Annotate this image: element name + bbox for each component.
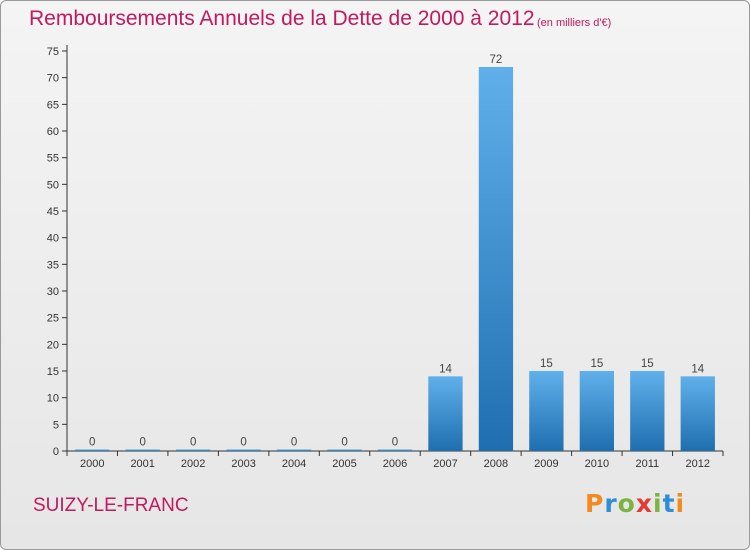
proxiti-logo[interactable]: Proxiti: [585, 489, 685, 518]
x-tick-label: 2005: [332, 458, 356, 470]
data-label: 0: [341, 437, 347, 449]
logo-letter: i: [653, 489, 663, 518]
bar: [478, 67, 514, 451]
logo-letter: t: [662, 489, 676, 518]
y-tick-label: 35: [47, 259, 59, 271]
y-tick-label: 0: [53, 446, 59, 458]
y-tick-label: 75: [47, 46, 59, 58]
bar: [226, 449, 261, 451]
x-tick-label: 2003: [231, 458, 255, 470]
chart-title: Remboursements Annuels de la Dette de 20…: [29, 7, 535, 30]
x-tick-label: 2002: [181, 458, 205, 470]
y-tick-label: 50: [47, 179, 59, 191]
bar: [175, 449, 211, 451]
y-tick-label: 20: [47, 339, 59, 351]
bar: [125, 449, 160, 451]
x-tick-label: 2000: [80, 458, 104, 470]
bar: [428, 376, 463, 451]
data-label: 15: [540, 358, 553, 370]
data-label: 0: [190, 437, 196, 449]
y-tick-label: 70: [47, 73, 59, 85]
logo-letter: x: [635, 489, 653, 518]
x-tick-label: 2001: [130, 458, 154, 470]
y-tick-label: 65: [47, 99, 59, 111]
y-tick-label: 25: [47, 313, 59, 325]
bar: [680, 376, 715, 451]
bar: [75, 449, 110, 451]
x-tick-label: 2007: [433, 458, 457, 470]
bar: [630, 371, 665, 451]
bar: [327, 449, 362, 451]
logo-letter: o: [617, 489, 636, 518]
x-tick-label: 2010: [585, 458, 609, 470]
data-label: 14: [691, 363, 704, 375]
x-tick-label: 2011: [635, 458, 659, 470]
data-label: 0: [240, 437, 246, 449]
y-tick-label: 60: [47, 126, 59, 138]
data-label: 0: [291, 437, 297, 449]
y-tick-label: 40: [47, 233, 59, 245]
logo-letter: P: [585, 489, 605, 518]
data-label: 14: [439, 363, 452, 375]
data-label: 15: [590, 358, 603, 370]
y-tick-label: 30: [47, 286, 59, 298]
data-label: 0: [392, 437, 398, 449]
commune-name: SUIZY-LE-FRANC: [33, 495, 189, 516]
data-label: 0: [89, 437, 95, 449]
y-tick-label: 5: [53, 419, 59, 431]
x-tick-label: 2008: [484, 458, 508, 470]
x-tick-label: 2006: [383, 458, 407, 470]
y-tick-label: 15: [47, 366, 59, 378]
bar: [529, 371, 564, 451]
x-tick-label: 2009: [534, 458, 558, 470]
bar: [276, 449, 312, 451]
logo-letter: r: [604, 489, 618, 518]
y-tick-label: 55: [47, 153, 59, 165]
x-tick-label: 2012: [686, 458, 710, 470]
bar: [377, 449, 413, 451]
y-tick-label: 45: [47, 206, 59, 218]
bar: [579, 371, 615, 451]
unit-note: (en milliers d'€): [537, 17, 612, 29]
x-tick-label: 2004: [282, 458, 306, 470]
data-label: 15: [641, 358, 654, 370]
data-label: 72: [490, 54, 503, 66]
y-tick-label: 10: [47, 393, 59, 405]
data-label: 0: [139, 437, 145, 449]
logo-letter: i: [675, 489, 686, 518]
